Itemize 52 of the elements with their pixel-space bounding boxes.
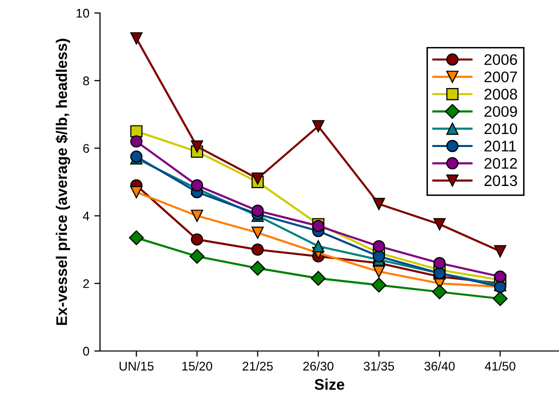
point — [190, 248, 204, 264]
point — [371, 278, 386, 293]
point — [433, 257, 446, 270]
x-tick-label: 21/25 — [242, 361, 273, 371]
x-tick-label: 26/30 — [303, 361, 334, 371]
legend-label: 2011 — [484, 140, 516, 152]
point — [190, 179, 204, 192]
legend-label: 2007 — [484, 71, 517, 82]
point — [130, 186, 142, 198]
point — [130, 125, 142, 138]
legend-label: 2006 — [484, 54, 518, 66]
point — [432, 284, 447, 300]
x-axis-title: Size — [314, 378, 344, 390]
y-tick-label: 10 — [76, 8, 90, 18]
y-tick-label: 2 — [83, 279, 89, 288]
x-tick-label: UN/15 — [120, 361, 154, 371]
point — [252, 243, 264, 256]
point — [310, 270, 326, 286]
point — [494, 245, 506, 258]
legend-label: 2008 — [484, 88, 518, 100]
point — [190, 140, 204, 153]
point — [494, 270, 506, 283]
legend-label: 2010 — [484, 123, 518, 134]
y-tick-label: 8 — [83, 76, 90, 86]
point — [130, 135, 142, 148]
point — [312, 120, 324, 132]
point — [372, 198, 386, 210]
x-tick-label: 15/20 — [182, 361, 212, 371]
legend-label: 2013 — [484, 175, 518, 186]
legend-label: 2012 — [484, 158, 517, 169]
x-tick-label: 36/40 — [424, 361, 455, 371]
point — [252, 172, 264, 185]
point — [372, 240, 386, 252]
y-tick-label: 0 — [83, 346, 90, 356]
point — [130, 32, 142, 44]
point — [312, 240, 324, 252]
point — [252, 204, 264, 217]
x-tick-label: 41/50 — [484, 361, 516, 371]
point — [433, 218, 446, 230]
y-axis-title: Ex-vessel price (average $/lb, headless) — [56, 38, 70, 325]
point — [492, 291, 508, 306]
point — [190, 233, 204, 246]
x-tick-label: 31/35 — [364, 361, 394, 371]
legend-label: 2009 — [484, 106, 517, 117]
point — [372, 265, 386, 278]
y-tick-label: 6 — [83, 144, 90, 153]
point — [250, 260, 266, 276]
point — [190, 210, 204, 222]
y-tick-label: 4 — [82, 212, 90, 220]
point — [372, 250, 386, 262]
point — [252, 226, 264, 239]
point — [128, 230, 144, 246]
